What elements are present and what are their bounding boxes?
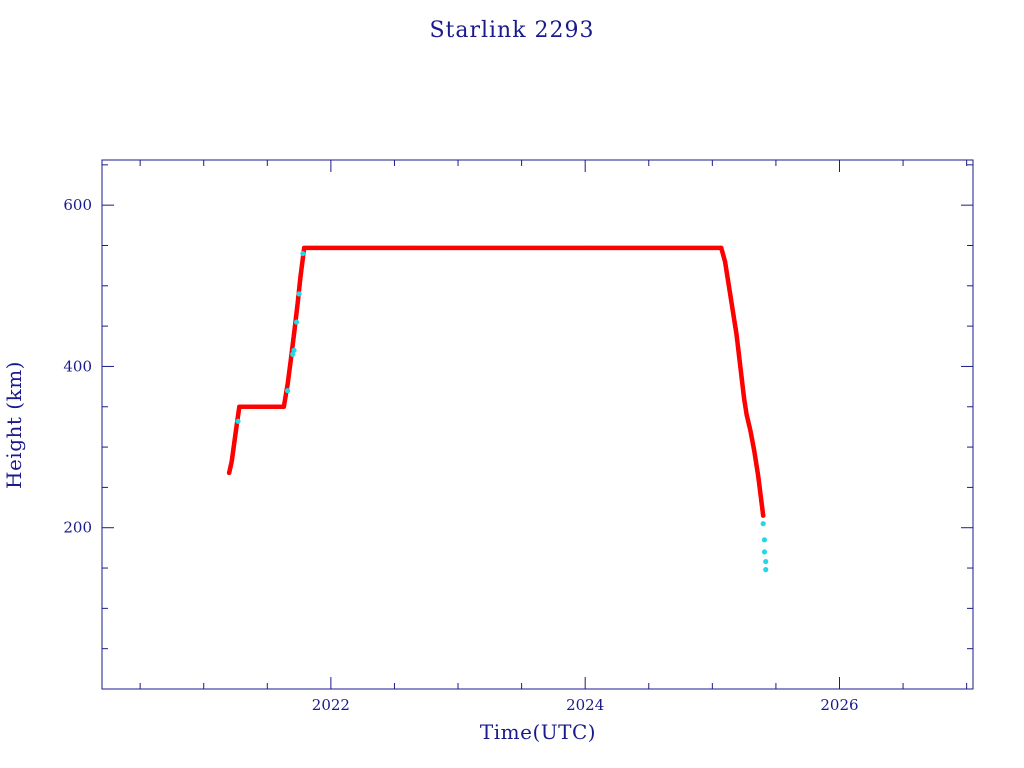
data-point-secondary (761, 537, 768, 543)
y-axis-label: Height (km) (2, 361, 26, 489)
data-point-secondary (761, 549, 768, 555)
x-tick-label: 2022 (312, 696, 350, 714)
data-point (760, 513, 766, 518)
data-point-secondary (300, 250, 306, 257)
axis-ticks: 2022 2024 2026 200 400 600 (63, 160, 973, 714)
x-tick-label: 2024 (566, 696, 604, 714)
data-point-secondary (291, 347, 297, 353)
y-tick-label: 600 (63, 196, 92, 214)
data-point-secondary (235, 418, 241, 424)
data-point-secondary (763, 558, 769, 565)
data-points (226, 245, 769, 573)
data-point-secondary (760, 521, 766, 527)
x-axis-label: Time(UTC) (480, 720, 596, 744)
x-tick-label: 2026 (820, 696, 858, 714)
data-point-secondary (293, 319, 300, 325)
data-point-secondary (763, 567, 769, 573)
y-tick-label: 400 (63, 357, 92, 375)
data-point-secondary (285, 388, 291, 394)
y-tick-label: 200 (63, 519, 92, 537)
data-point-secondary (296, 291, 302, 297)
data-point-secondary (290, 351, 296, 357)
chart-title: Starlink 2293 (429, 18, 594, 43)
plot-frame (101, 159, 974, 690)
